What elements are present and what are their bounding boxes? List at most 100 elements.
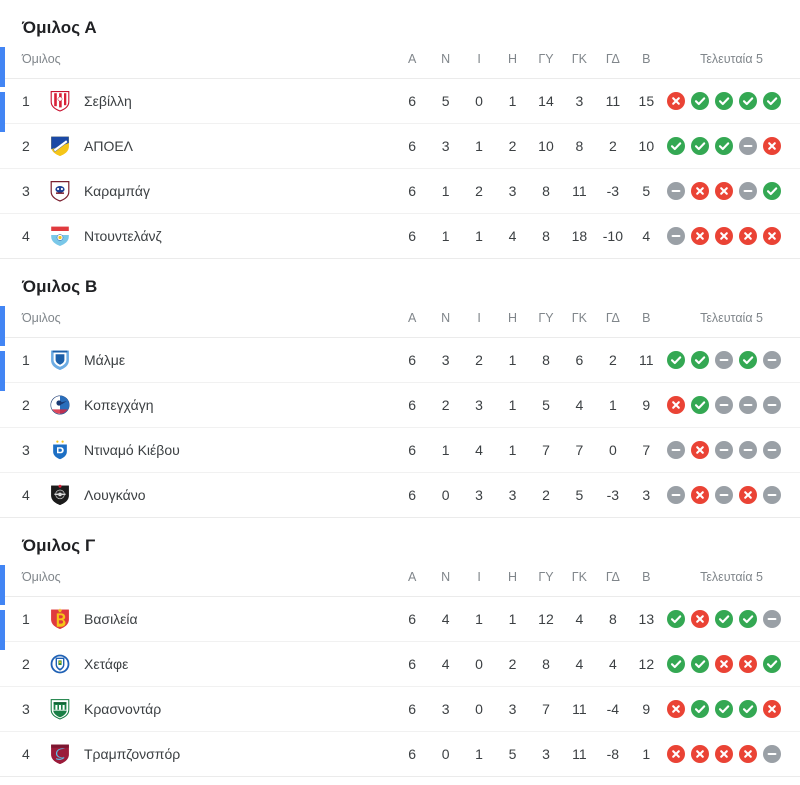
form-loss-icon xyxy=(691,486,710,504)
form-cell xyxy=(663,382,800,428)
rank-number: 1 xyxy=(22,93,30,109)
form-loss-icon xyxy=(667,396,686,414)
stat-cell: 6 xyxy=(395,382,429,428)
team-cell[interactable]: 4 Λουγκάνο xyxy=(0,472,396,518)
form-draw-icon xyxy=(715,486,734,504)
stat-cell: 4 xyxy=(462,427,496,473)
stat-cell: 7 xyxy=(629,427,664,473)
form-cell xyxy=(663,213,800,259)
team-cell[interactable]: 2 Κοπεγχάγη xyxy=(0,382,396,428)
form-win-icon xyxy=(691,655,710,673)
table-row[interactable]: 2 Χετάφε 6 4 0 2 8 4 4 12 xyxy=(0,641,800,687)
stat-cell: 0 xyxy=(428,472,463,518)
table-row[interactable]: 1 Βασιλεία 6 4 1 1 12 4 8 13 xyxy=(0,596,800,642)
team-cell[interactable]: 2 ΑΠΟΕΛ xyxy=(0,123,396,169)
stat-cell: 3 xyxy=(562,78,597,124)
getafe-crest-icon xyxy=(50,654,70,674)
stat-cell: 1 xyxy=(462,123,496,169)
table-row[interactable]: 4 Τραμπζονσπόρ 6 0 1 5 3 11 -8 1 xyxy=(0,731,800,777)
form-draw-icon xyxy=(763,745,782,763)
stat-cell: 4 xyxy=(562,382,597,428)
stat-cell: 3 xyxy=(428,686,463,732)
stat-cell: 8 xyxy=(529,641,563,687)
dynamo-kyiv-crest-icon xyxy=(52,440,68,460)
group-title: Όμιλος Γ xyxy=(22,536,96,555)
stat-cell: 8 xyxy=(529,168,563,214)
rank-number: 4 xyxy=(22,228,30,244)
group-title: Όμιλος Α xyxy=(22,18,97,37)
team-cell[interactable]: 4 Τραμπζονσπόρ xyxy=(0,731,396,777)
team-cell[interactable]: 3 Κρασνοντάρ xyxy=(0,686,396,732)
stat-cell: 15 xyxy=(629,78,664,124)
stat-cell: 2 xyxy=(529,472,563,518)
team-cell[interactable]: 2 Χετάφε xyxy=(0,641,396,687)
stat-cell: 0 xyxy=(596,427,630,473)
malmo-crest-icon xyxy=(51,350,69,370)
group-title: Όμιλος Β xyxy=(22,277,98,296)
stat-cell: 11 xyxy=(562,686,597,732)
rank-number: 4 xyxy=(22,746,30,762)
stat-cell: 8 xyxy=(529,337,563,383)
table-row[interactable]: 3 Κρασνοντάρ 6 3 0 3 7 11 -4 9 xyxy=(0,686,800,732)
team-cell[interactable]: 1 Σεβίλλη xyxy=(0,78,396,124)
form-loss-icon xyxy=(691,610,710,628)
table-row[interactable]: 1 Μάλμε 6 3 2 1 8 6 2 11 xyxy=(0,337,800,383)
rank-number: 3 xyxy=(22,183,30,199)
stat-cell: 6 xyxy=(395,731,429,777)
stat-cell: 11 xyxy=(629,337,664,383)
column-header-stat: Ι xyxy=(462,48,496,79)
column-header-stat: Β xyxy=(629,307,664,338)
rank-number: 4 xyxy=(22,487,30,503)
column-header-stat: Ν xyxy=(428,307,463,338)
stat-cell: 4 xyxy=(562,596,597,642)
form-loss-icon xyxy=(667,700,686,718)
column-header-form: Τελευταία 5 xyxy=(663,48,800,79)
team-cell[interactable]: 3 Καραμπάγ xyxy=(0,168,396,214)
column-header-stat: Ι xyxy=(462,566,496,597)
form-cell xyxy=(663,337,800,383)
stat-cell: 12 xyxy=(629,641,664,687)
team-cell[interactable]: 3 Ντιναμό Κιέβου xyxy=(0,427,396,473)
form-draw-icon xyxy=(667,486,686,504)
form-draw-icon xyxy=(715,396,734,414)
team-name: Κρασνοντάρ xyxy=(84,701,162,717)
group-block: Όμιλος Β Όμιλος Α Ν Ι Η ΓΥ ΓΚ ΓΔ Β Τελευταία 5 1 Μάλ… xyxy=(0,259,800,518)
stat-cell: 2 xyxy=(495,641,530,687)
form-cell xyxy=(663,641,800,687)
qualification-marker xyxy=(0,92,5,132)
lugano-crest-icon xyxy=(51,484,69,505)
stat-cell: 3 xyxy=(462,382,496,428)
stat-cell: 4 xyxy=(562,641,597,687)
column-header-stat: Η xyxy=(495,307,530,338)
form-win-icon xyxy=(691,700,710,718)
team-cell[interactable]: 1 Βασιλεία xyxy=(0,596,396,642)
table-row[interactable]: 2 Κοπεγχάγη 6 2 3 1 5 4 1 9 xyxy=(0,382,800,428)
table-row[interactable]: 3 Ντιναμό Κιέβου 6 1 4 1 7 7 0 7 xyxy=(0,427,800,473)
stat-cell: 18 xyxy=(562,213,597,259)
qualification-marker xyxy=(0,351,5,391)
rank-number: 2 xyxy=(22,138,30,154)
table-row[interactable]: 4 Λουγκάνο 6 0 3 3 2 5 -3 3 xyxy=(0,472,800,518)
rank-number: 3 xyxy=(22,442,30,458)
stat-cell: 5 xyxy=(562,472,597,518)
stat-cell: 6 xyxy=(562,337,597,383)
copenhagen-crest-icon xyxy=(50,395,70,415)
form-cell xyxy=(663,472,800,518)
column-header-stat: Η xyxy=(495,48,530,79)
table-row[interactable]: 4 Ντουντελάνζ 6 1 1 4 8 18 -10 4 xyxy=(0,213,800,259)
team-name: Μάλμε xyxy=(84,352,126,368)
team-cell[interactable]: 4 Ντουντελάνζ xyxy=(0,213,396,259)
column-header-team: Όμιλος xyxy=(0,48,396,79)
stat-cell: 5 xyxy=(529,382,563,428)
stat-cell: 4 xyxy=(428,596,463,642)
table-row[interactable]: 2 ΑΠΟΕΛ 6 3 1 2 10 8 2 10 xyxy=(0,123,800,169)
table-row[interactable]: 3 Καραμπάγ 6 1 2 3 8 11 -3 5 xyxy=(0,168,800,214)
trabzonspor-crest-icon xyxy=(51,744,69,764)
stat-cell: 0 xyxy=(462,78,496,124)
stat-cell: 0 xyxy=(462,641,496,687)
stat-cell: 1 xyxy=(495,427,530,473)
table-row[interactable]: 1 Σεβίλλη 6 5 0 1 14 3 11 15 xyxy=(0,78,800,124)
form-draw-icon xyxy=(763,396,782,414)
team-cell[interactable]: 1 Μάλμε xyxy=(0,337,396,383)
qualification-marker xyxy=(0,47,5,87)
